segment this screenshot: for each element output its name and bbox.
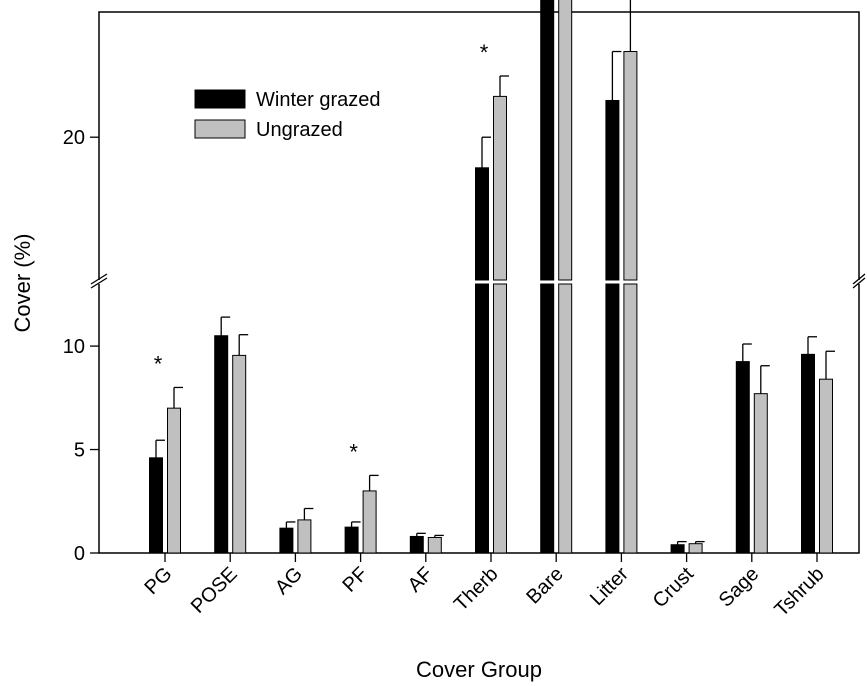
x-tick-label-pf: PF <box>339 563 373 597</box>
bar-ungrazed-therb-lower <box>493 283 507 554</box>
bar-ungrazed-tshrub <box>819 378 833 554</box>
x-tick-label-therb: Therb <box>450 563 503 616</box>
x-tick-label-bare: Bare <box>522 563 567 608</box>
significance-marker-pg: * <box>154 351 163 376</box>
axis-break-mark <box>90 277 108 289</box>
legend-label-winter-grazed: Winter grazed <box>256 89 381 111</box>
x-tick-label-crust: Crust <box>649 563 699 613</box>
bar-winter-grazed-tshrub <box>801 353 815 554</box>
x-tick-label-pose: POSE <box>187 563 242 618</box>
bar-winter-grazed-pg <box>149 457 163 554</box>
x-axis-title: Cover Group <box>416 657 542 682</box>
bar-winter-grazed-therb <box>475 167 489 281</box>
axis-break-mark <box>852 277 866 289</box>
bar-ungrazed-bare <box>558 0 573 281</box>
legend-label-ungrazed: Ungrazed <box>256 119 343 141</box>
x-tick-label-sage: Sage <box>715 563 764 612</box>
bar-ungrazed-pose <box>232 354 247 554</box>
bar-winter-grazed-bare-lower <box>540 283 555 554</box>
y-tick-label: 10 <box>63 336 85 358</box>
x-tick-label-ag: AG <box>271 563 307 599</box>
bar-winter-grazed-sage <box>735 361 750 554</box>
x-tick-label-pg: PG <box>141 563 177 599</box>
axis-break-gap <box>96 280 102 284</box>
bar-ungrazed-crust <box>688 543 703 554</box>
y-tick-label: 0 <box>74 543 85 565</box>
bar-ungrazed-pf <box>362 490 377 554</box>
bar-ungrazed-sage <box>753 393 768 554</box>
x-tick-label-litter: Litter <box>586 563 633 610</box>
axis-break-mark <box>852 273 866 285</box>
bar-winter-grazed-ag <box>279 527 294 554</box>
bar-winter-grazed-litter-lower <box>605 283 620 554</box>
bar-winter-grazed-af <box>409 535 424 554</box>
bar-ungrazed-litter <box>623 51 638 281</box>
y-tick-label: 5 <box>74 440 85 462</box>
y-axis-title: Cover (%) <box>10 233 35 332</box>
x-tick-label-tshrub: Tshrub <box>771 563 829 621</box>
bar-ungrazed-litter-lower <box>623 283 638 554</box>
significance-marker-pf: * <box>349 439 358 464</box>
axis-break-mark <box>90 273 108 285</box>
bar-winter-grazed-therb-lower <box>475 283 489 554</box>
legend-swatch-winter-grazed <box>194 89 246 109</box>
axis-break-gap <box>856 280 862 284</box>
y-tick-label: 20 <box>63 127 85 149</box>
bar-ungrazed-therb <box>493 95 507 281</box>
bar-ungrazed-ag <box>297 519 312 554</box>
significance-marker-therb: * <box>480 40 489 65</box>
legend-swatch-ungrazed <box>194 119 246 139</box>
bar-ungrazed-pg <box>167 407 181 554</box>
bar-winter-grazed-pf <box>344 526 359 554</box>
bar-winter-grazed-crust <box>670 544 685 554</box>
bar-ungrazed-bare-lower <box>558 283 573 554</box>
bars-layer: * * * <box>149 0 835 554</box>
bar-winter-grazed-litter <box>605 99 620 281</box>
bar-ungrazed-af <box>427 536 442 554</box>
bar-winter-grazed-pose <box>214 335 229 554</box>
legend: Winter grazed Ungrazed <box>194 89 381 141</box>
x-tick-label-af: AF <box>404 563 438 597</box>
bar-winter-grazed-bare <box>540 0 555 281</box>
